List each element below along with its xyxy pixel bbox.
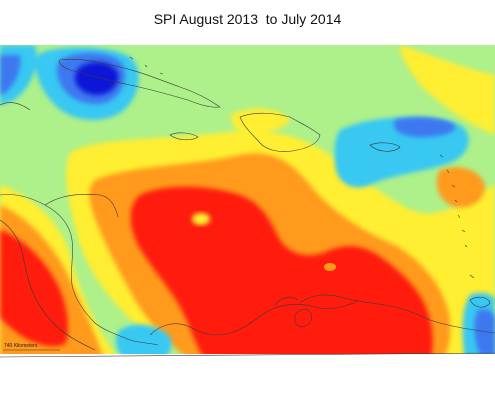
scale-bar-label: 740 Kilometers xyxy=(4,343,38,349)
scale-bar: 740 Kilometers xyxy=(3,343,60,351)
extreme-dry-zones xyxy=(0,186,433,360)
extreme-wet-zones xyxy=(75,62,119,95)
spi-map[interactable]: 740 Kilometers xyxy=(0,45,495,360)
yellow-spot xyxy=(192,213,210,225)
map-bottom-margin xyxy=(0,354,495,360)
map-title: SPI August 2013 to July 2014 xyxy=(153,11,342,27)
orange-spot xyxy=(324,263,336,271)
coastlines xyxy=(0,56,495,358)
spi-fields: 740 Kilometers xyxy=(0,45,495,360)
